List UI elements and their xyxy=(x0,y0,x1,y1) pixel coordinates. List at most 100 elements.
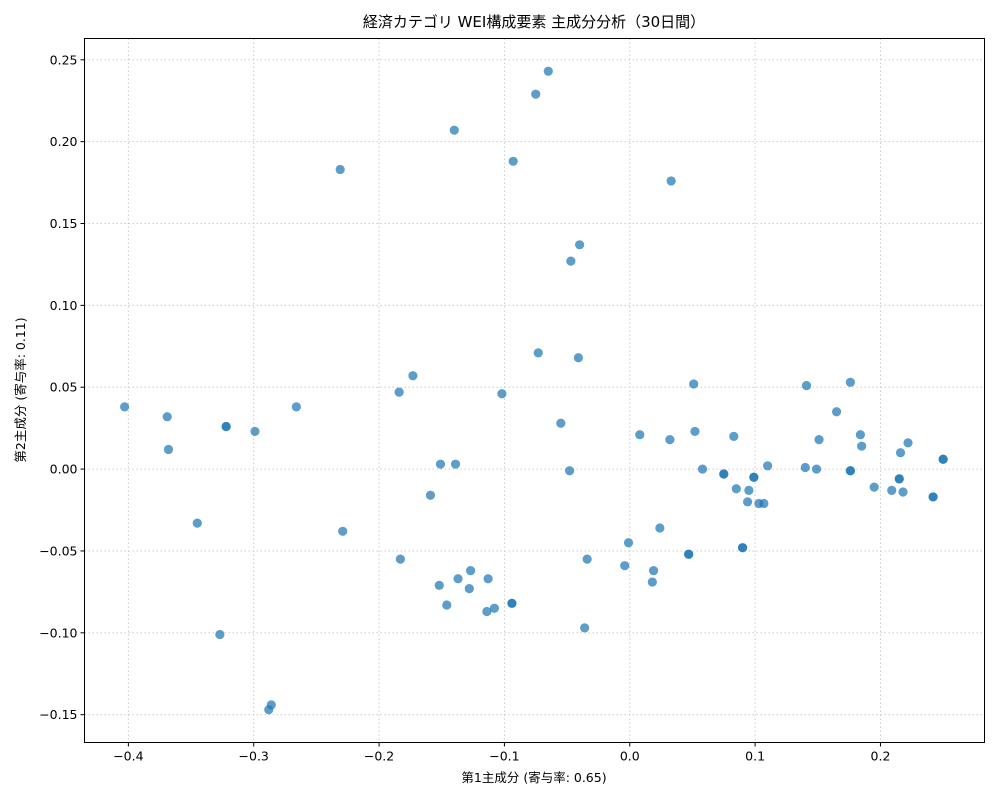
data-point xyxy=(508,156,518,166)
x-tick-label: 0.2 xyxy=(871,749,891,764)
data-point xyxy=(697,464,708,474)
data-point xyxy=(665,435,675,445)
data-point xyxy=(497,389,507,399)
data-point xyxy=(845,377,855,387)
data-point xyxy=(811,464,822,474)
data-point xyxy=(647,577,657,587)
data-point xyxy=(395,554,405,564)
data-point xyxy=(533,348,543,358)
data-point xyxy=(450,459,461,469)
data-point xyxy=(453,574,463,584)
y-tick-label: 0.25 xyxy=(50,52,78,67)
data-point xyxy=(620,561,630,571)
data-point xyxy=(814,435,824,445)
data-point xyxy=(857,441,867,451)
data-point xyxy=(903,438,913,448)
data-point xyxy=(291,402,301,412)
data-point xyxy=(507,598,517,608)
y-tick-label: −0.10 xyxy=(39,625,77,640)
chart-title: 経済カテゴリ WEI構成要素 主成分分析（30日間） xyxy=(363,13,705,31)
data-point xyxy=(582,554,592,564)
x-tick-label: −0.4 xyxy=(113,749,143,764)
data-point xyxy=(434,580,444,590)
data-point xyxy=(759,498,769,509)
data-point xyxy=(394,387,404,397)
data-point xyxy=(928,492,938,502)
data-point xyxy=(221,421,231,432)
data-point xyxy=(575,240,585,250)
data-point xyxy=(744,485,754,495)
data-point xyxy=(763,461,773,471)
data-point xyxy=(408,371,418,381)
y-tick-label: 0.20 xyxy=(50,134,78,149)
data-point xyxy=(742,497,753,507)
data-point xyxy=(435,459,446,469)
data-point xyxy=(543,66,553,76)
data-point xyxy=(489,603,499,613)
data-point xyxy=(894,474,904,484)
data-point xyxy=(192,518,202,528)
data-point xyxy=(163,444,174,455)
y-tick-label: 0.05 xyxy=(50,380,78,395)
data-point xyxy=(425,490,436,500)
data-point xyxy=(250,426,260,437)
data-point xyxy=(938,454,948,464)
data-point xyxy=(684,549,694,559)
data-point xyxy=(737,543,748,553)
y-tick-label: −0.15 xyxy=(39,707,77,722)
data-point xyxy=(635,430,645,440)
y-tick-label: 0.10 xyxy=(50,298,78,313)
data-point xyxy=(531,89,541,99)
data-point xyxy=(162,412,172,422)
y-axis-ticks: −0.15 −0.10 −0.05 0.00 0.05 0.10 0.15 0.20 0.25 xyxy=(39,52,85,722)
data-point xyxy=(801,380,812,391)
data-point xyxy=(483,574,493,584)
data-point xyxy=(573,353,583,363)
data-point xyxy=(655,523,665,533)
data-point xyxy=(482,606,492,617)
data-point xyxy=(845,466,855,476)
data-point xyxy=(869,482,879,492)
data-point xyxy=(465,565,476,576)
y-tick-label: 0.00 xyxy=(50,462,78,477)
data-point xyxy=(648,565,659,576)
x-axis-ticks: −0.4 −0.3 −0.2 −0.1 0.0 0.1 0.2 xyxy=(113,742,891,764)
data-point xyxy=(564,466,575,476)
data-point xyxy=(800,462,810,473)
data-point xyxy=(749,472,759,482)
data-point xyxy=(338,526,348,536)
data-point xyxy=(690,426,700,437)
plot-frame xyxy=(84,38,985,743)
data-point xyxy=(120,402,130,412)
data-point xyxy=(689,379,699,389)
data-point xyxy=(580,623,590,633)
data-point xyxy=(887,485,897,495)
data-point xyxy=(729,431,739,441)
data-point xyxy=(566,256,576,266)
data-point xyxy=(215,629,225,640)
data-point xyxy=(666,176,676,186)
x-tick-label: −0.3 xyxy=(239,749,269,764)
data-point xyxy=(719,469,729,479)
data-point xyxy=(266,700,276,710)
x-tick-label: −0.2 xyxy=(364,749,394,764)
data-point xyxy=(831,407,842,417)
data-point xyxy=(449,125,459,135)
data-point xyxy=(895,448,906,458)
data-point xyxy=(442,600,452,610)
data-point xyxy=(898,487,908,497)
data-point xyxy=(731,484,741,494)
data-point xyxy=(623,538,634,548)
data-point xyxy=(464,584,474,594)
data-point xyxy=(335,164,345,175)
y-tick-label: −0.05 xyxy=(39,543,77,558)
data-point xyxy=(855,430,866,440)
x-tick-label: 0.0 xyxy=(620,749,640,764)
x-tick-label: 0.1 xyxy=(745,749,765,764)
y-axis-label: 第2主成分 (寄与率: 0.11) xyxy=(13,317,28,462)
x-axis-label: 第1主成分 (寄与率: 0.65) xyxy=(461,770,606,785)
x-tick-label: −0.1 xyxy=(489,749,519,764)
data-point xyxy=(556,418,566,428)
data-points xyxy=(120,66,948,715)
